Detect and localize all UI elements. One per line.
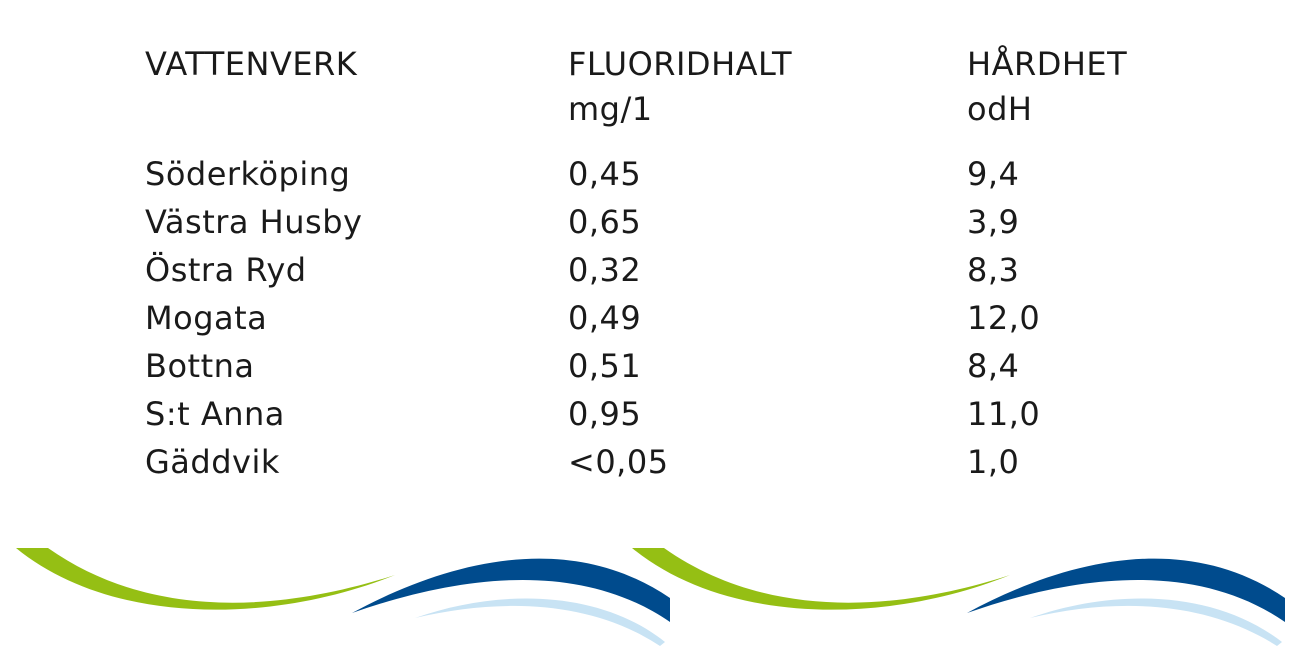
row-1-vattenverk: Västra Husby: [145, 203, 363, 241]
water-quality-table: VATTENVERK FLUORIDHALT mg/1 HÅRDHET odH …: [145, 45, 1128, 481]
row-0-fluoridhalt: 0,45: [568, 155, 642, 193]
row-4-fluoridhalt: 0,51: [568, 347, 642, 385]
row-5-fluoridhalt: 0,95: [568, 395, 642, 433]
header-fluoridhalt: FLUORIDHALT: [568, 45, 792, 83]
light-blue-wave: [415, 598, 665, 646]
dark-blue-wave: [967, 558, 1285, 622]
row-3-vattenverk: Mogata: [145, 299, 268, 337]
row-0-vattenverk: Söderköping: [145, 155, 351, 193]
row-5-hardhet: 11,0: [967, 395, 1041, 433]
wave-decoration: [16, 548, 1285, 646]
header-fluoridhalt-unit: mg/1: [568, 90, 653, 128]
row-2-hardhet: 8,3: [967, 251, 1020, 289]
row-1-hardhet: 3,9: [967, 203, 1020, 241]
row-0-hardhet: 9,4: [967, 155, 1020, 193]
row-3-hardhet: 12,0: [967, 299, 1041, 337]
header-vattenverk: VATTENVERK: [145, 45, 358, 83]
green-wave: [632, 548, 1010, 610]
green-wave: [16, 548, 395, 610]
header-hardhet-unit: odH: [967, 90, 1033, 128]
light-blue-wave: [1030, 598, 1282, 646]
row-1-fluoridhalt: 0,65: [568, 203, 642, 241]
row-6-vattenverk: Gäddvik: [145, 443, 280, 481]
row-6-hardhet: 1,0: [967, 443, 1020, 481]
header-hardhet: HÅRDHET: [967, 45, 1128, 83]
row-4-vattenverk: Bottna: [145, 347, 255, 385]
row-3-fluoridhalt: 0,49: [568, 299, 642, 337]
dark-blue-wave: [352, 558, 670, 622]
row-5-vattenverk: S:t Anna: [145, 395, 285, 433]
row-2-vattenverk: Östra Ryd: [145, 251, 307, 289]
row-4-hardhet: 8,4: [967, 347, 1020, 385]
row-6-fluoridhalt: <0,05: [568, 443, 669, 481]
row-2-fluoridhalt: 0,32: [568, 251, 642, 289]
